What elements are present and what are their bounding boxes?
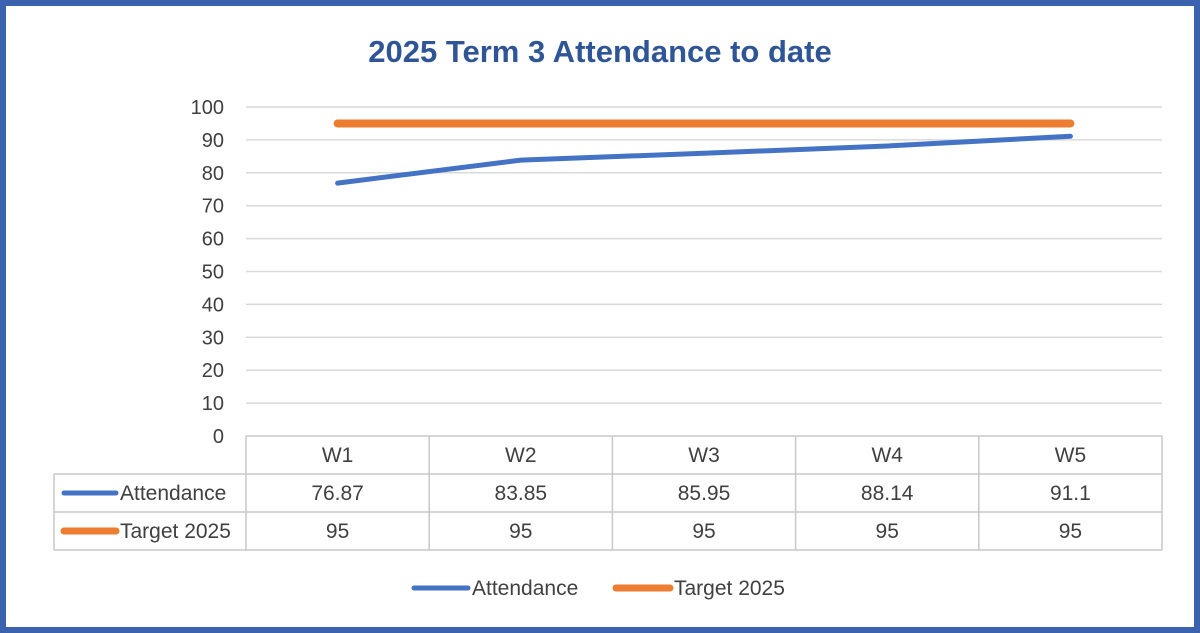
legend-label-0: Attendance	[472, 577, 578, 600]
x-tick-label-W1: W1	[322, 444, 354, 467]
table-cell-value: 95	[692, 520, 715, 543]
table-cell-value: 91.1	[1050, 482, 1091, 505]
table-cell-value: 95	[1059, 520, 1082, 543]
y-tick-label-0: 0	[213, 426, 224, 448]
x-tick-label-W2: W2	[505, 444, 537, 467]
y-tick-label-60: 60	[202, 229, 224, 251]
data-table: W1 W2 W3 W4 W5 Attendance 76.87 83.85 85.95 88.14…	[53, 435, 1163, 551]
series-line	[335, 133, 1073, 186]
y-tick-label-10: 10	[202, 393, 224, 415]
series-lines	[333, 119, 1075, 186]
table-cell-value: 88.14	[861, 482, 914, 505]
gridlines	[246, 106, 1162, 404]
x-tick-label-W5: W5	[1055, 444, 1087, 467]
y-axis: 0 10 20 30 40 50 60 70 80 90 100	[191, 97, 224, 448]
y-tick-label-100: 100	[191, 97, 224, 119]
series-attendance	[335, 133, 1073, 186]
y-tick-label-40: 40	[202, 294, 224, 316]
y-tick-label-30: 30	[202, 327, 224, 349]
table-cell-value: 76.87	[311, 482, 364, 505]
table-cell-value: 85.95	[678, 482, 731, 505]
y-tick-label-20: 20	[202, 360, 224, 382]
table-series-label: Target 2025	[120, 520, 231, 543]
table-cell-value: 95	[876, 520, 899, 543]
table-series-label: Attendance	[120, 482, 226, 505]
y-tick-label-70: 70	[202, 196, 224, 218]
legend-label-1: Target 2025	[674, 577, 785, 600]
y-tick-label-80: 80	[202, 163, 224, 185]
y-tick-label-90: 90	[202, 130, 224, 152]
x-tick-label-W3: W3	[688, 444, 720, 467]
table-cell-value: 95	[326, 520, 349, 543]
y-tick-label-50: 50	[202, 262, 224, 284]
x-tick-label-W4: W4	[871, 444, 903, 467]
legend: Attendance Target 2025	[411, 577, 785, 600]
chart-title: 2025 Term 3 Attendance to date	[368, 34, 831, 69]
table-cell-value: 83.85	[495, 482, 548, 505]
table-cell-value: 95	[509, 520, 532, 543]
